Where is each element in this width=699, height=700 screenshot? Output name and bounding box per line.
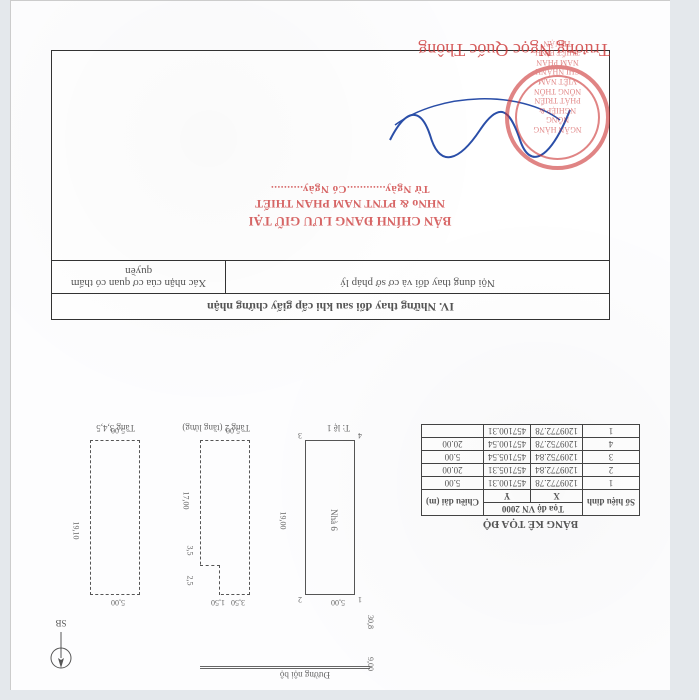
dim-value: 3,50 [231, 598, 245, 607]
floor-label: T: lệ 1 [327, 423, 350, 433]
vertex-label: 4 [358, 431, 362, 440]
table-cell: 1 [582, 477, 639, 490]
table-cell: 20.00 [421, 438, 483, 451]
vertex-label: 3 [298, 431, 302, 440]
table-cell: 457100.31 [483, 477, 530, 490]
table-cell: 2 [582, 464, 639, 477]
table-cell: 1 [582, 425, 639, 438]
table-cell: 5.00 [421, 451, 483, 464]
table-cell: 3 [582, 451, 639, 464]
col-header: X [531, 490, 583, 503]
dim-value: 19,00 [279, 512, 288, 530]
col-header: Y [483, 490, 530, 503]
dim-value: 3,5 [186, 546, 195, 556]
section-iv-title: IV. Những thay đổi sau khi cấp giấy chứn… [52, 293, 609, 319]
coordinate-table: BẢNG KÊ TỌA ĐỘ Số hiệu đỉnh Tọa độ VN 20… [421, 424, 640, 530]
coord-table-caption: BẢNG KÊ TỌA ĐỘ [421, 516, 640, 530]
table-cell: 5.00 [421, 477, 483, 490]
table-cell [421, 425, 483, 438]
round-stamp: NGÂN HÀNG NÔNG NGHIỆP & PHÁT TRIỂN NÔNG … [505, 65, 610, 170]
dim-value: 2,5 [186, 576, 195, 586]
section-iv-col1: Nội dung thay đổi và cơ sở pháp lý [225, 261, 609, 293]
table-cell: 457105.31 [483, 464, 530, 477]
dim-value: 17,00 [182, 492, 191, 510]
dim-value: 9,00 [366, 657, 375, 671]
table-row: 41209752.78457100.5420.00 [421, 438, 639, 451]
stamp-line: BẢN CHÍNH ĐANG LƯU GIỮ TẠI [170, 212, 530, 230]
dim-value: 5,00 [331, 598, 345, 607]
table-cell: 1209752.84 [531, 451, 583, 464]
table-cell: 457100.54 [483, 438, 530, 451]
vertex-label: 2 [298, 595, 302, 604]
building-outline-2 [200, 440, 250, 595]
dim-value: 1,50 [211, 598, 225, 607]
floor-label: Tầng 3,4,5 [96, 423, 135, 433]
table-row: 11209772.78457100.315.00 [421, 477, 639, 490]
building-label: Nhà 6 [329, 509, 339, 531]
table-cell: 1209752.78 [531, 438, 583, 451]
table-cell: 4 [582, 438, 639, 451]
table-cell: 457105.54 [483, 451, 530, 464]
col-header: Chiều dài (m) [421, 490, 483, 516]
document-page: SB Đường nội bộ 9,00 30,8 1 2 3 4 5,00 1… [10, 0, 670, 690]
floor-plan: Đường nội bộ 9,00 30,8 1 2 3 4 5,00 19,0… [50, 395, 420, 675]
dim-value: 30,8 [366, 615, 375, 629]
signatory-name: Trương Ngọc Quốc Thông [418, 39, 610, 60]
table-row: 21209772.84457105.3120.00 [421, 464, 639, 477]
stamp-line: NHNo & PTNT NAM PHAN THIẾT [170, 196, 530, 212]
col-header: Số hiệu đỉnh [582, 490, 639, 516]
dim-value: 5,00 [111, 598, 125, 607]
stamp-line: Từ Ngày............Có Ngày.......... [170, 181, 530, 196]
table-cell: 457100.31 [483, 425, 530, 438]
table-cell: 20.00 [421, 464, 483, 477]
rectangular-stamp-text: BẢN CHÍNH ĐANG LƯU GIỮ TẠI NHNo & PTNT N… [170, 181, 530, 230]
section-iv-col2: Xác nhận của cơ quan có thẩm quyền [52, 261, 225, 293]
table-row: 31209752.84457105.545.00 [421, 451, 639, 464]
road-label: Đường nội bộ [280, 670, 330, 680]
table-row: 11209772.78457100.31 [421, 425, 639, 438]
dim-value: 19,10 [72, 522, 81, 540]
road-line [200, 666, 370, 669]
building-outline-3 [90, 440, 140, 595]
table-cell: 1209772.84 [531, 464, 583, 477]
table-cell: 1209772.78 [531, 425, 583, 438]
col-header: Tọa độ VN 2000 [483, 503, 582, 516]
coord-table-body: 11209772.78457100.315.0021209772.8445710… [421, 425, 639, 490]
round-stamp-text: NGÂN HÀNG NÔNG NGHIỆP & PHÁT TRIỂN NÔNG … [533, 93, 582, 142]
vertex-label: 1 [358, 595, 362, 604]
floor-label: Tầng 2 (tầng lửng) [182, 423, 250, 433]
table-cell: 1209772.78 [531, 477, 583, 490]
